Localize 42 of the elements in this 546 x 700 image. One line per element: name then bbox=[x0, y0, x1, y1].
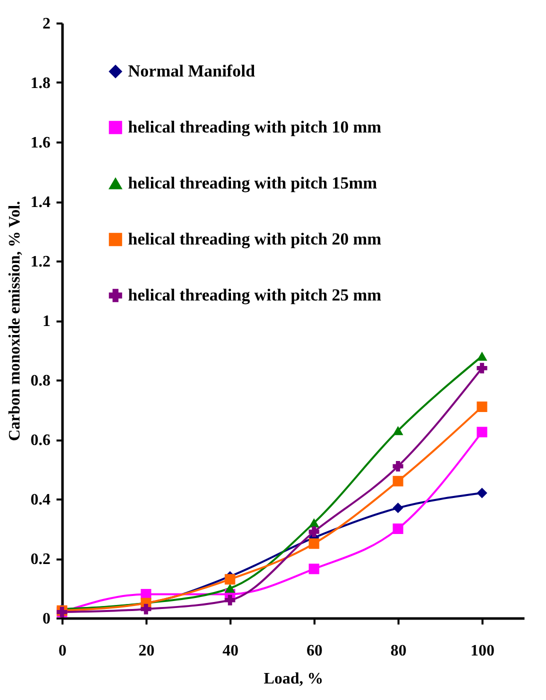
point bbox=[476, 402, 488, 412]
point bbox=[476, 426, 488, 438]
y-tick-label: 0 bbox=[42, 610, 50, 628]
y-tick-label: 0.8 bbox=[30, 372, 50, 390]
y-tick-label: 2 bbox=[42, 16, 50, 32]
point bbox=[392, 502, 404, 514]
point bbox=[476, 352, 488, 361]
point bbox=[308, 564, 320, 574]
y-tick-label: 0.6 bbox=[30, 432, 50, 449]
y-tick-label: 1.2 bbox=[30, 254, 50, 270]
y-tick-label: 1.8 bbox=[30, 75, 50, 92]
point bbox=[308, 518, 320, 528]
y-tick-label: 1.4 bbox=[30, 194, 50, 211]
x-tick-label: 100 bbox=[470, 642, 494, 660]
point bbox=[392, 524, 404, 534]
point bbox=[140, 604, 152, 614]
point bbox=[476, 488, 488, 498]
legend-label: Normal Manifold bbox=[128, 62, 256, 80]
x-tick-label: 20 bbox=[138, 642, 154, 660]
legend-label: helical threading with pitch 25 mm bbox=[128, 286, 382, 304]
legend-label: helical threading with pitch 20 mm bbox=[128, 230, 382, 248]
x-tick-label: 40 bbox=[222, 642, 238, 660]
y-tick-label: 1.6 bbox=[30, 134, 50, 152]
y-tick-label: 1 bbox=[42, 313, 50, 330]
y-axis-title: Carbon monoxide emission, % Vol. bbox=[6, 200, 24, 442]
x-tick-label: 60 bbox=[306, 642, 322, 660]
x-axis-title: Load, % bbox=[264, 670, 324, 688]
point bbox=[308, 526, 320, 537]
point bbox=[476, 362, 488, 374]
point bbox=[308, 538, 320, 549]
point bbox=[224, 584, 236, 593]
point bbox=[392, 426, 404, 436]
point bbox=[224, 594, 236, 606]
x-tick-label: 0 bbox=[58, 642, 66, 660]
y-tick-label: 0.2 bbox=[30, 551, 50, 568]
point bbox=[224, 574, 236, 585]
legend-label: helical threading with pitch 10 mm bbox=[128, 118, 382, 136]
x-tick-label: 80 bbox=[390, 642, 406, 660]
point bbox=[392, 476, 404, 486]
point bbox=[392, 461, 404, 472]
y-tick-label: 0.4 bbox=[30, 492, 50, 508]
legend-label: helical threading with pitch 15mm bbox=[128, 174, 378, 192]
